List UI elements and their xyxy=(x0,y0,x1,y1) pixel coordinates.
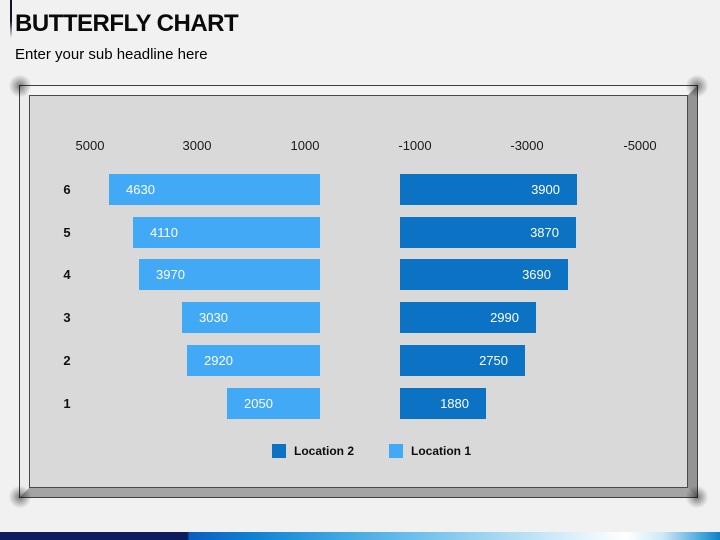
axis-tick-label: 1000 xyxy=(290,138,320,153)
bar-location-2: 1880 xyxy=(400,388,486,419)
axis-tick-label: -3000 xyxy=(510,138,544,153)
axis-tick-label: 3000 xyxy=(182,138,212,153)
row-category-label: 5 xyxy=(63,225,71,240)
bar-location-1: 4110 xyxy=(133,217,320,248)
bar-location-2: 3900 xyxy=(400,174,577,205)
legend-swatch xyxy=(389,444,403,458)
bar-location-2: 2990 xyxy=(400,302,536,333)
page-title: BUTTERFLY CHART xyxy=(15,10,239,37)
left-accent-line xyxy=(10,0,12,38)
axis-tick-label: 5000 xyxy=(75,138,105,153)
legend-swatch xyxy=(272,444,286,458)
legend-label: Location 1 xyxy=(411,444,472,458)
axis-tick-label: -1000 xyxy=(398,138,432,153)
bar-location-2: 2750 xyxy=(400,345,525,376)
row-category-label: 4 xyxy=(63,267,71,282)
bar-location-2: 3690 xyxy=(400,259,568,290)
row-category-label: 3 xyxy=(63,310,71,325)
chart-frame-bevel xyxy=(20,86,697,497)
bar-location-1: 3970 xyxy=(139,259,320,290)
bottom-gradient-bar xyxy=(0,532,720,540)
bar-location-1: 4630 xyxy=(109,174,320,205)
legend-label: Location 2 xyxy=(294,444,355,458)
row-category-label: 6 xyxy=(63,182,71,197)
row-category-label: 2 xyxy=(63,353,71,368)
page-subtitle: Enter your sub headline here xyxy=(15,46,208,63)
bar-location-2: 3870 xyxy=(400,217,576,248)
chart-frame-inner-line xyxy=(29,95,688,488)
bar-location-1: 2920 xyxy=(187,345,320,376)
bar-location-1: 2050 xyxy=(227,388,320,419)
bar-location-1: 3030 xyxy=(182,302,320,333)
row-category-label: 1 xyxy=(63,396,71,411)
axis-tick-label: -5000 xyxy=(623,138,657,153)
